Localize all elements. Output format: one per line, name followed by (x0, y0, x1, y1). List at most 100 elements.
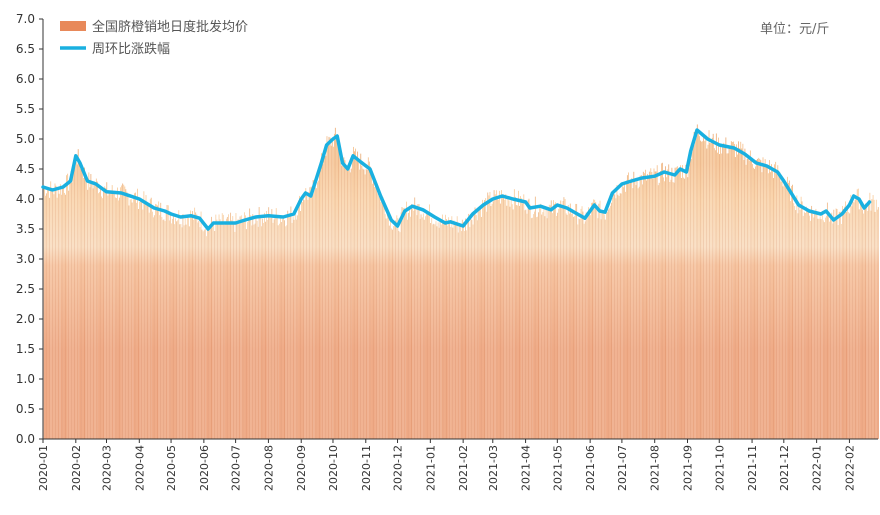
price-bar (347, 166, 349, 439)
price-bar (125, 189, 127, 439)
price-bar (381, 196, 383, 439)
price-bar (647, 173, 648, 439)
price-bar (809, 215, 810, 439)
price-bar (828, 214, 829, 439)
price-bar (229, 222, 230, 439)
price-bar (668, 164, 670, 439)
price-bar (438, 227, 440, 439)
price-bar (459, 226, 461, 439)
price-bar (846, 212, 847, 439)
price-bar (314, 184, 316, 439)
price-bar (264, 212, 265, 439)
price-bar (253, 224, 255, 439)
price-bar (468, 213, 470, 439)
price-bar (664, 181, 665, 440)
price-bar (415, 205, 417, 439)
price-bar (336, 134, 337, 439)
price-bar (426, 211, 427, 439)
price-bar (256, 220, 258, 439)
price-bar (634, 179, 636, 439)
price-bar (234, 231, 236, 439)
price-bar (806, 206, 807, 439)
price-bar (656, 165, 658, 439)
price-bar (567, 204, 569, 439)
price-bar (292, 216, 294, 439)
price-bar (175, 218, 176, 439)
price-bar (615, 198, 617, 439)
price-bar (517, 205, 518, 439)
price-bar (676, 166, 678, 439)
price-bar (404, 209, 406, 439)
price-bar (406, 201, 407, 439)
price-bar (186, 216, 188, 439)
price-bar (126, 191, 128, 439)
price-bar (388, 213, 389, 439)
price-bar (503, 194, 505, 439)
price-bar (178, 210, 180, 439)
price-bar (87, 189, 89, 439)
price-bar (153, 217, 154, 439)
price-bar (867, 210, 869, 439)
price-bar (831, 212, 833, 439)
price-bar (310, 186, 312, 439)
price-bar (730, 141, 732, 439)
price-bar (102, 198, 103, 439)
price-bar (395, 220, 397, 439)
price-bar (847, 207, 849, 439)
price-bar (873, 199, 875, 439)
price-bar (218, 214, 220, 439)
price-bar (786, 176, 788, 439)
price-bar (320, 164, 321, 439)
price-bar (367, 157, 369, 439)
price-bar (302, 202, 303, 439)
price-bar (408, 212, 409, 439)
price-bar (728, 146, 730, 439)
price-bar (78, 162, 80, 439)
price-bar (203, 230, 205, 439)
price-bar (463, 221, 464, 439)
price-bar (265, 221, 266, 439)
price-bar (490, 206, 492, 439)
price-bar (300, 211, 301, 439)
price-bar (155, 203, 156, 439)
x-tick-label: 2020-08 (262, 445, 275, 491)
price-bar (537, 216, 538, 439)
price-bar (788, 182, 789, 439)
price-bar (353, 146, 354, 439)
price-bar (721, 153, 723, 439)
y-tick-label: 4.5 (16, 162, 35, 176)
price-bar (675, 167, 677, 439)
price-bar (505, 194, 507, 439)
price-bar (646, 180, 647, 439)
price-bar (651, 172, 653, 439)
price-bar (281, 222, 282, 439)
price-bar (476, 220, 478, 439)
price-bar (796, 195, 798, 439)
price-bar (114, 197, 116, 439)
price-bar (162, 220, 164, 439)
price-bar (152, 211, 153, 439)
price-bar (227, 216, 228, 439)
price-bar (584, 221, 586, 439)
price-bar (232, 216, 234, 439)
price-bar (776, 173, 778, 439)
price-bar (137, 188, 138, 439)
price-bar (560, 200, 562, 439)
price-bar (815, 208, 817, 439)
price-bar (777, 165, 779, 439)
price-bar (96, 181, 98, 439)
price-bar (346, 167, 348, 440)
price-bar (691, 151, 693, 440)
x-tick-label: 2020-09 (295, 445, 308, 491)
price-bar (731, 142, 733, 440)
price-bar (321, 153, 323, 440)
price-bar (540, 203, 542, 439)
price-bar (444, 222, 445, 439)
price-bar (700, 140, 701, 439)
price-bar (636, 179, 638, 440)
price-bar (456, 216, 458, 439)
price-bar (316, 188, 317, 439)
price-bar (273, 219, 275, 439)
price-bar (640, 175, 642, 440)
price-bar (47, 189, 48, 439)
